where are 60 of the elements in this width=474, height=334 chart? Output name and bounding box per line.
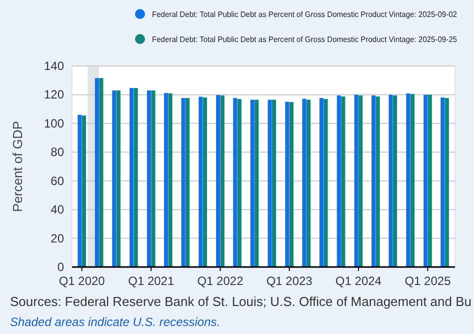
bar [410,94,414,267]
bar [428,94,432,267]
bar [319,98,324,267]
bar [272,100,276,267]
bar [354,94,358,267]
text: Shaded areas indicate U.S. recessions. [10,315,220,329]
bar [406,93,410,267]
bar [289,102,294,267]
bar [302,98,306,267]
bar [112,90,116,267]
bar [254,100,259,267]
y-tick-label: 80 [50,145,64,160]
bar [336,95,341,267]
x-tick-label: Q1 2022 [197,274,244,288]
bar [372,95,376,267]
bar [388,94,393,267]
bar [424,94,428,267]
bar [130,88,134,267]
bar [268,100,272,267]
bar [198,96,203,267]
bar [306,100,311,267]
bar [393,95,398,267]
y-axis-title: Percent of GDP [10,120,25,212]
y-tick-label: 120 [44,88,64,102]
bar [220,95,224,267]
legend-label: Federal Debt: Total Public Debt as Percent of Gross Domestic Product Vintage: 2025-09-25 [152,35,474,44]
bar [181,98,186,267]
y-tick-label: 40 [50,202,64,217]
bar [358,95,363,267]
bar [216,95,220,267]
y-tick-label: 60 [50,174,64,188]
bar [444,98,449,267]
bar [237,99,242,267]
x-tick-label: Q1 2024 [335,274,382,288]
bar [376,96,380,267]
y-tick-label: 100 [44,116,64,130]
bar [250,100,254,267]
y-tick-label: 140 [44,59,64,73]
source-note: Sources: Federal Reserve Bank of St. Louis; U.S. Office of Management and Bu [10,294,472,309]
y-tick-label: 0 [57,260,64,274]
y-tick-label: 20 [50,231,64,246]
bar [151,90,156,267]
bar [186,98,190,267]
x-tick-label: Q1 2020 [58,274,106,288]
bar [440,97,445,267]
legend-label: Federal Debt: Total Public Debt as Percent of Gross Domestic Product Vintage: 2025-09-02 [152,10,474,19]
bar [78,114,82,267]
bar [202,97,207,267]
bar [168,93,172,267]
bar [341,96,346,267]
bar [285,102,290,267]
x-tick-label: Q1 2021 [128,274,174,288]
bar [164,92,168,267]
bar [146,90,152,267]
bar [233,98,238,267]
bar [324,99,328,267]
bar [116,90,120,267]
x-tick-label: Q1 2023 [266,274,313,288]
x-tick-label: Q1 2025 [404,274,452,288]
bar [134,88,138,267]
